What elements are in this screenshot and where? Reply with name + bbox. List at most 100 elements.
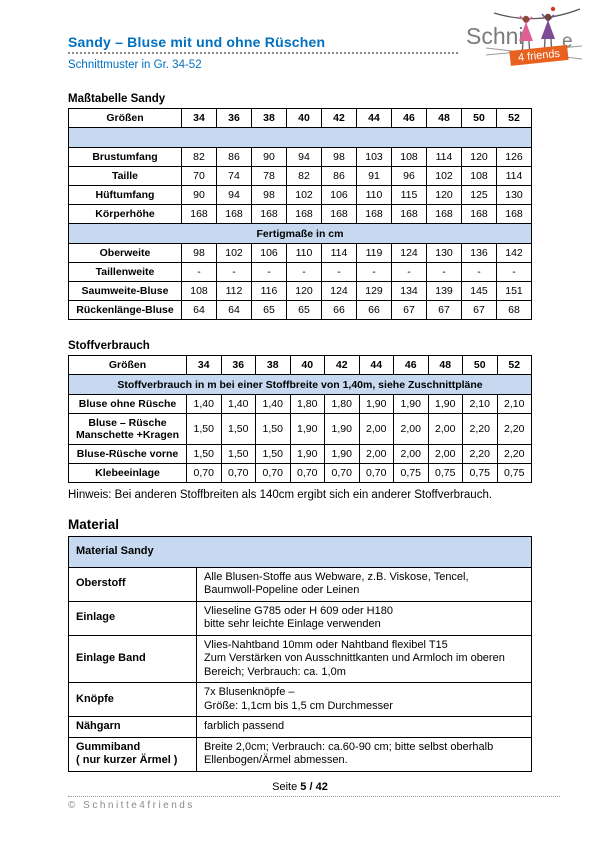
material-header-row: Material Sandy (68, 536, 532, 568)
table-cell: - (321, 262, 357, 282)
logo-banner-label: 4 friends (517, 48, 561, 64)
table-cell: 1,90 (289, 413, 325, 445)
table-row: Rückenlänge-Bluse 64 64 65 65 66 66 67 67 67 68 (68, 300, 532, 320)
table-cell: 44 (356, 108, 392, 128)
row-text: 7x Blusenknöpfe – Größe: 1,1cm bis 1,5 c… (196, 682, 532, 717)
table-cell: 106 (251, 243, 287, 263)
table-cell: 2,00 (427, 413, 463, 445)
table-cell: 114 (496, 166, 532, 186)
table-cell: 110 (356, 185, 392, 205)
table-cell: 98 (181, 243, 217, 263)
row-text: Vlies-Nahtband 10mm oder Nahtband flexib… (196, 634, 532, 683)
table-cell: 48 (427, 355, 463, 375)
table-cell: - (251, 262, 287, 282)
table-cell: 46 (391, 108, 427, 128)
table-cell: 0,75 (393, 463, 429, 483)
table-cell: 124 (321, 281, 357, 301)
table-cell: 110 (286, 243, 322, 263)
table-row: Taille 70 74 78 82 86 91 96 102 108 114 (68, 166, 532, 186)
table-cell: 74 (216, 166, 252, 186)
table-cell: 168 (286, 204, 322, 224)
table-cell: - (216, 262, 252, 282)
fabric-note: Hinweis: Bei anderen Stoffbreiten als 14… (68, 489, 493, 501)
table-cell: 168 (321, 204, 357, 224)
table-row: Hüftumfang 90 94 98 102 106 110 115 120 125 130 (68, 185, 532, 205)
table-row: Knöpfe 7x Blusenknöpfe – Größe: 1,1cm bi… (68, 682, 532, 717)
table-cell: 2,20 (496, 444, 532, 464)
table-row: Bluse – Rüsche Manschette +Kragen 1,50 1,… (68, 413, 532, 445)
table-cell: 134 (391, 281, 427, 301)
table-cell: 2,20 (462, 413, 498, 445)
table-cell: 168 (391, 204, 427, 224)
table-cell: 108 (391, 147, 427, 167)
row-text: Vlieseline G785 oder H 609 oder H180 bit… (196, 600, 532, 636)
table-cell: 44 (358, 355, 394, 375)
table-cell: 129 (356, 281, 392, 301)
page-title: Sandy – Bluse mit und ohne Rüschen (68, 34, 326, 50)
logo-banner: 4 friends (509, 44, 569, 66)
table-cell: 136 (461, 243, 497, 263)
table-row: Klebeeinlage 0,70 0,70 0,70 0,70 0,70 0,70 0,7… (68, 463, 532, 483)
table-cell: 1,50 (255, 444, 291, 464)
table-cell: 1,90 (289, 444, 325, 464)
footer-divider (68, 795, 560, 797)
table-cell: 2,10 (462, 394, 498, 414)
table-header-row: Größen 34 36 38 40 42 44 46 48 50 52 (68, 108, 532, 128)
row-label: Klebeeinlage (68, 463, 187, 483)
table-cell: 34 (181, 108, 217, 128)
table-cell: 108 (461, 166, 497, 186)
table-cell: 1,40 (255, 394, 291, 414)
row-text: farblich passend (196, 716, 532, 738)
table-cell: 106 (321, 185, 357, 205)
table-cell: 102 (286, 185, 322, 205)
table-cell: - (426, 262, 462, 282)
table-cell: 65 (286, 300, 322, 320)
table-cell: 168 (461, 204, 497, 224)
column-header: Größen (68, 108, 182, 128)
table-row: Einlage Band Vlies-Nahtband 10mm oder Na… (68, 634, 532, 683)
table-cell: 46 (393, 355, 429, 375)
table-cell: 168 (251, 204, 287, 224)
table-cell: 124 (391, 243, 427, 263)
row-label: Bluse-Rüsche vorne (68, 444, 187, 464)
table-cell: 1,40 (186, 394, 222, 414)
logo-text-right: e (562, 31, 573, 52)
table-cell: 78 (251, 166, 287, 186)
table-cell: - (356, 262, 392, 282)
row-label: Bluse – Rüsche Manschette +Kragen (68, 413, 187, 445)
table-row: Saumweite-Bluse 108 112 116 120 124 129 134 139… (68, 281, 532, 301)
table-cell: 168 (496, 204, 532, 224)
table-cell: 98 (251, 185, 287, 205)
table-cell: 50 (461, 108, 497, 128)
table-cell: 0,70 (186, 463, 222, 483)
table-cell: 91 (356, 166, 392, 186)
table-cell: 50 (462, 355, 498, 375)
row-label: Nähgarn (68, 716, 197, 738)
table-cell: 114 (426, 147, 462, 167)
table-row: Bluse-Rüsche vorne 1,50 1,50 1,50 1,90 1,90 2… (68, 444, 532, 464)
table-row: Körperhöhe 168 168 168 168 168 168 168 168 168 16… (68, 204, 532, 224)
table-cell: - (286, 262, 322, 282)
table-row: Nähgarn farblich passend (68, 716, 532, 738)
table-cell: 0,70 (289, 463, 325, 483)
table-cell: 52 (496, 108, 532, 128)
table-cell: 34 (186, 355, 222, 375)
table-cell: 130 (426, 243, 462, 263)
table-cell: 67 (461, 300, 497, 320)
row-label: Taillenweite (68, 262, 182, 282)
table-cell: 40 (289, 355, 325, 375)
row-label: Bluse ohne Rüsche (68, 394, 187, 414)
table-cell: 42 (324, 355, 360, 375)
column-header: Größen (68, 355, 187, 375)
table-cell: 64 (216, 300, 252, 320)
table-cell: 90 (251, 147, 287, 167)
row-label: Gummiband ( nur kurzer Ärmel ) (68, 736, 197, 772)
table-cell: 86 (321, 166, 357, 186)
table-cell: 2,00 (358, 413, 394, 445)
table-cell: - (181, 262, 217, 282)
table-cell: 1,90 (393, 394, 429, 414)
rope-line (493, 8, 581, 20)
table-row: Oberstoff Alle Blusen-Stoffe aus Webware… (68, 566, 532, 602)
table-cell: 1,50 (186, 444, 222, 464)
row-label: Saumweite-Bluse (68, 281, 182, 301)
